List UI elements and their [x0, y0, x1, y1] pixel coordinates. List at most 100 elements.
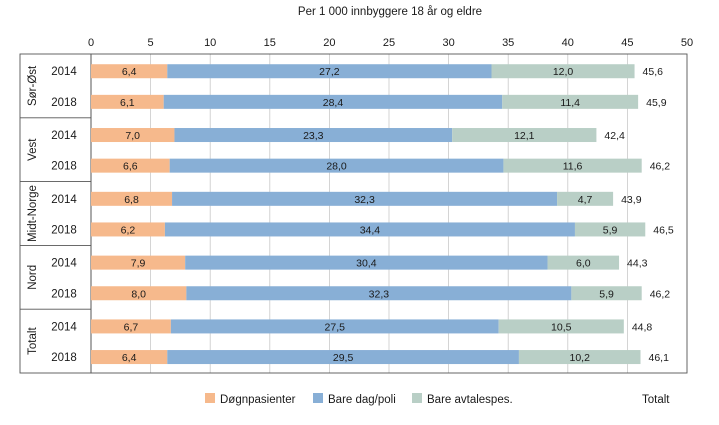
- data-label: 5,9: [599, 288, 614, 300]
- x-tick-label: 10: [204, 37, 216, 49]
- data-label: 6,4: [122, 66, 137, 78]
- x-tick-label: 0: [88, 37, 94, 49]
- bar-segment: [167, 64, 492, 79]
- bar-segment: [174, 128, 453, 143]
- group-label: Nord: [27, 265, 39, 290]
- data-label: 32,3: [369, 288, 390, 300]
- data-label: 6,2: [121, 224, 136, 236]
- x-tick-label: 50: [681, 37, 693, 49]
- data-label: 4,7: [578, 194, 593, 206]
- data-label: 27,2: [319, 66, 340, 78]
- data-label: 23,3: [303, 130, 324, 142]
- total-label: 44,8: [632, 321, 653, 333]
- bar-segment: [167, 350, 519, 365]
- bar-segment: [91, 94, 164, 109]
- data-label: 6,4: [122, 352, 137, 364]
- x-tick-label: 20: [323, 37, 335, 49]
- data-label: 28,4: [323, 97, 344, 109]
- row-label: 2018: [51, 288, 77, 300]
- bar-segment: [91, 191, 173, 206]
- data-label: 5,9: [603, 224, 618, 236]
- bar-segment: [571, 286, 642, 301]
- bar-segment: [164, 222, 575, 237]
- bar-segment: [557, 191, 614, 206]
- bar-segment: [91, 350, 168, 365]
- total-label: 42,4: [604, 130, 625, 142]
- bar-segment: [169, 158, 504, 173]
- bar-segment: [518, 350, 641, 365]
- data-label: 34,4: [360, 224, 381, 236]
- bar-segment: [185, 255, 548, 270]
- x-tick-label: 45: [621, 37, 633, 49]
- x-axis-title: Per 1 000 innbyggere 18 år og eldre: [298, 6, 482, 18]
- bar-segment: [547, 255, 620, 270]
- x-tick-label: 35: [502, 37, 514, 49]
- bar-segment: [91, 319, 171, 334]
- bar-segment: [186, 286, 572, 301]
- legend-swatch: [313, 393, 323, 403]
- bar-segment: [498, 319, 624, 334]
- data-label: 10,2: [570, 352, 591, 364]
- data-label: 8,0: [131, 288, 146, 300]
- legend-swatch: [205, 393, 215, 403]
- row-label: 2018: [51, 224, 77, 236]
- legend: Døgnpasienter Bare dag/poli Bare avtalespe…: [205, 393, 513, 406]
- x-tick-label: 25: [383, 37, 395, 49]
- total-label: 46,2: [650, 161, 671, 173]
- bar-segment: [91, 286, 187, 301]
- bar-segment: [502, 94, 639, 109]
- data-label: 6,7: [124, 321, 139, 333]
- data-label: 11,4: [560, 97, 580, 109]
- total-label: 46,1: [649, 352, 670, 364]
- total-label: 45,6: [643, 66, 664, 78]
- bar-segment: [91, 64, 168, 79]
- bar-segment: [172, 191, 558, 206]
- row-label: 2018: [51, 352, 77, 364]
- data-label: 6,0: [576, 258, 591, 270]
- data-label: 7,9: [131, 258, 146, 270]
- group-label: Vest: [27, 138, 39, 161]
- data-label: 12,1: [514, 130, 535, 142]
- data-label: 6,1: [120, 97, 135, 109]
- data-label: 7,0: [125, 130, 140, 142]
- group-label: Sør-Øst: [27, 65, 39, 106]
- data-label: 12,0: [553, 66, 574, 78]
- x-tick-label: 40: [562, 37, 574, 49]
- bars: 6,4 27,2 12,0 45,6 6,1 28,4 11,4 45,9 7,0 23,3 12,…: [91, 64, 674, 365]
- data-label: 27,5: [325, 321, 346, 333]
- legend-swatch: [412, 393, 422, 403]
- x-tick-label: 15: [264, 37, 276, 49]
- bar-segment: [452, 128, 597, 143]
- legend-label: Bare dag/poli: [328, 394, 396, 406]
- bar-segment: [574, 222, 646, 237]
- data-label: 30,4: [356, 258, 377, 270]
- row-label: 2014: [51, 194, 77, 206]
- bar-segment: [91, 255, 186, 270]
- data-label: 11,6: [563, 161, 583, 173]
- legend-total-label: Totalt: [642, 394, 670, 406]
- bar-segment: [91, 222, 165, 237]
- total-label: 45,9: [646, 97, 667, 109]
- data-label: 6,6: [123, 161, 138, 173]
- total-label: 46,2: [650, 288, 671, 300]
- row-label: 2014: [51, 321, 77, 333]
- row-labels: Sør-Øst 2014 2018 Vest 2014 2018 Midt-Norge 201…: [27, 65, 77, 364]
- label-border: [19, 53, 92, 374]
- data-label: 6,8: [124, 194, 139, 206]
- x-tick-label: 30: [442, 37, 454, 49]
- plot-frame: [19, 53, 688, 374]
- bar-segment: [91, 128, 175, 143]
- row-label: 2014: [51, 258, 77, 270]
- legend-label: Bare avtalespes.: [427, 394, 513, 406]
- x-tick-label: 5: [148, 37, 154, 49]
- total-label: 46,5: [653, 224, 674, 236]
- x-tick-labels: 0 5 10 15 20 25 30 35 40 45 50: [88, 37, 693, 49]
- bar-segment: [170, 319, 499, 334]
- legend-label: Døgnpasienter: [220, 394, 296, 406]
- group-label: Totalt: [27, 327, 39, 355]
- data-label: 28,0: [326, 161, 347, 173]
- data-label: 10,5: [551, 321, 572, 333]
- bar-segment: [91, 158, 170, 173]
- row-label: 2018: [51, 97, 77, 109]
